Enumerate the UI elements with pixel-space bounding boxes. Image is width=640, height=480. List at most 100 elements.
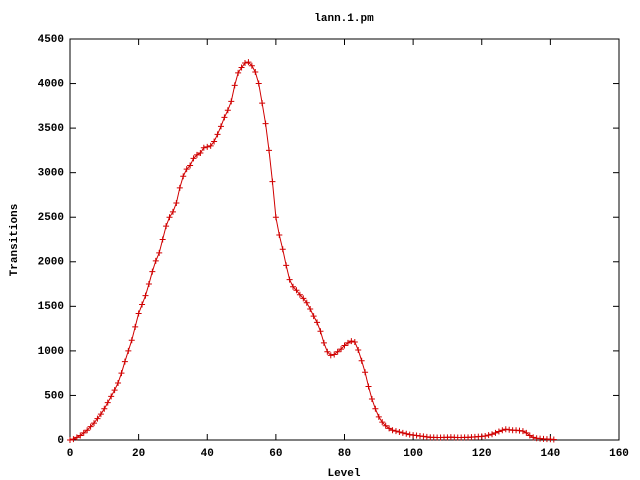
point-marker [310,313,317,320]
x-tick-label: 100 [403,448,423,460]
point-marker [173,199,180,206]
point-marker [489,431,496,438]
point-marker [207,142,214,149]
point-marker [324,348,331,355]
point-marker [279,246,286,253]
point-marker [375,413,382,420]
point-marker [372,405,379,412]
point-marker [482,432,489,439]
point-marker [211,138,218,145]
point-marker [344,339,351,346]
y-tick-label: 1500 [38,301,64,313]
point-marker [77,432,84,439]
x-tick-label: 40 [201,448,214,460]
point-marker [530,434,537,441]
point-marker [190,155,197,162]
point-marker [382,422,389,429]
point-marker [351,338,358,345]
x-tick-label: 0 [67,448,74,460]
point-marker [307,306,314,313]
y-tick-label: 3000 [38,168,64,180]
x-tick-label: 140 [540,448,560,460]
point-marker [283,262,290,269]
point-marker [183,166,190,173]
point-marker [231,82,238,89]
point-marker [176,184,183,191]
point-marker [365,383,372,390]
point-marker [139,301,146,308]
y-tick-label: 2000 [38,257,64,269]
y-tick-label: 4500 [38,34,64,46]
point-marker [235,69,242,76]
point-marker [115,379,122,386]
x-tick-label: 160 [609,448,629,460]
point-marker [87,423,94,430]
y-axis-label: Transitions [9,204,21,277]
point-marker [389,427,396,434]
point-marker [334,348,341,355]
x-tick-label: 60 [269,448,282,460]
y-tick-label: 500 [44,390,64,402]
point-marker [386,425,393,432]
point-marker [97,411,104,418]
point-marker [200,144,207,151]
point-marker [84,427,91,434]
point-marker [403,430,410,437]
point-marker [272,214,279,221]
point-marker [286,276,293,283]
x-tick-label: 80 [338,448,351,460]
point-marker [245,59,252,66]
x-tick-label: 120 [472,448,492,460]
point-marker [303,299,310,306]
point-marker [214,131,221,138]
point-marker [266,147,273,154]
point-marker [293,287,300,294]
point-marker [392,428,399,435]
point-marker [355,346,362,353]
point-marker [111,387,118,394]
point-marker [317,328,324,335]
point-marker [269,178,276,185]
point-marker [252,68,259,75]
y-tick-label: 0 [57,435,64,447]
point-marker [241,60,248,67]
point-marker [197,150,204,157]
point-marker [320,339,327,346]
point-marker [327,352,334,359]
point-marker [149,268,156,275]
y-tick-label: 2500 [38,212,64,224]
point-marker [101,405,108,412]
point-marker [358,357,365,364]
point-marker [91,420,98,427]
point-marker [125,347,132,354]
point-marker [156,249,163,256]
point-marker [248,62,255,69]
point-marker [331,351,338,358]
point-marker [128,337,135,344]
point-marker [166,214,173,221]
point-marker [338,346,345,353]
point-marker [142,292,149,299]
point-marker [238,64,245,71]
point-marker [118,370,125,377]
point-marker [550,436,557,443]
point-marker [499,427,506,434]
point-marker [379,419,386,426]
point-marker [80,429,87,436]
point-marker [526,432,533,439]
point-marker [132,323,139,330]
y-tick-label: 1000 [38,346,64,358]
point-marker [73,434,80,441]
point-marker [255,80,262,87]
chart-title: lann.1.pm [314,13,374,25]
point-marker [221,114,228,121]
y-tick-label: 3500 [38,123,64,135]
point-marker [492,429,499,436]
point-marker [193,151,200,158]
point-marker [163,223,170,230]
point-marker [290,283,297,290]
point-marker [262,120,269,127]
point-marker [399,429,406,436]
point-marker [348,338,355,345]
point-marker [180,173,187,180]
